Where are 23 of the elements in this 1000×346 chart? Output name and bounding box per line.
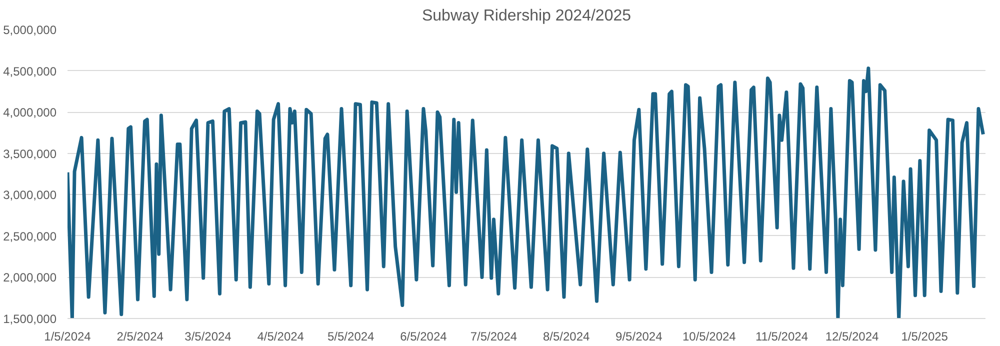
x-tick-label: 8/5/2024 [542,330,590,344]
line-series [68,66,985,318]
y-tick-label: 3,500,000 [3,146,57,161]
x-tick-label: 6/5/2024 [400,330,448,344]
y-tick-label: 2,500,000 [3,229,57,244]
x-tick-label: 11/5/2024 [756,330,808,344]
x-tick-label: 3/5/2024 [184,330,232,344]
x-tick-label: 5/5/2024 [328,330,375,344]
y-tick-label: 3,000,000 [3,188,57,202]
x-tick-label: 12/5/2024 [825,330,880,344]
y-tick-label: 2,000,000 [3,270,57,285]
x-tick-label: 9/5/2024 [616,330,663,344]
x-tick-label: 10/5/2024 [682,330,736,344]
y-tick-label: 4,000,000 [3,106,57,120]
x-tick-label: 4/5/2024 [257,330,304,344]
x-tick-label: 1/5/2024 [44,330,92,344]
y-tick-label: 5,000,000 [3,23,57,37]
y-tick-label: 4,500,000 [3,64,57,78]
x-tick-label: 2/5/2024 [116,330,164,344]
x-tick-label: 1/5/2025 [901,330,948,344]
y-tick-label: 1,500,000 [3,312,57,326]
x-tick-label: 7/5/2024 [470,330,518,344]
chart-title: Subway Ridership 2024/2025 [422,8,632,24]
